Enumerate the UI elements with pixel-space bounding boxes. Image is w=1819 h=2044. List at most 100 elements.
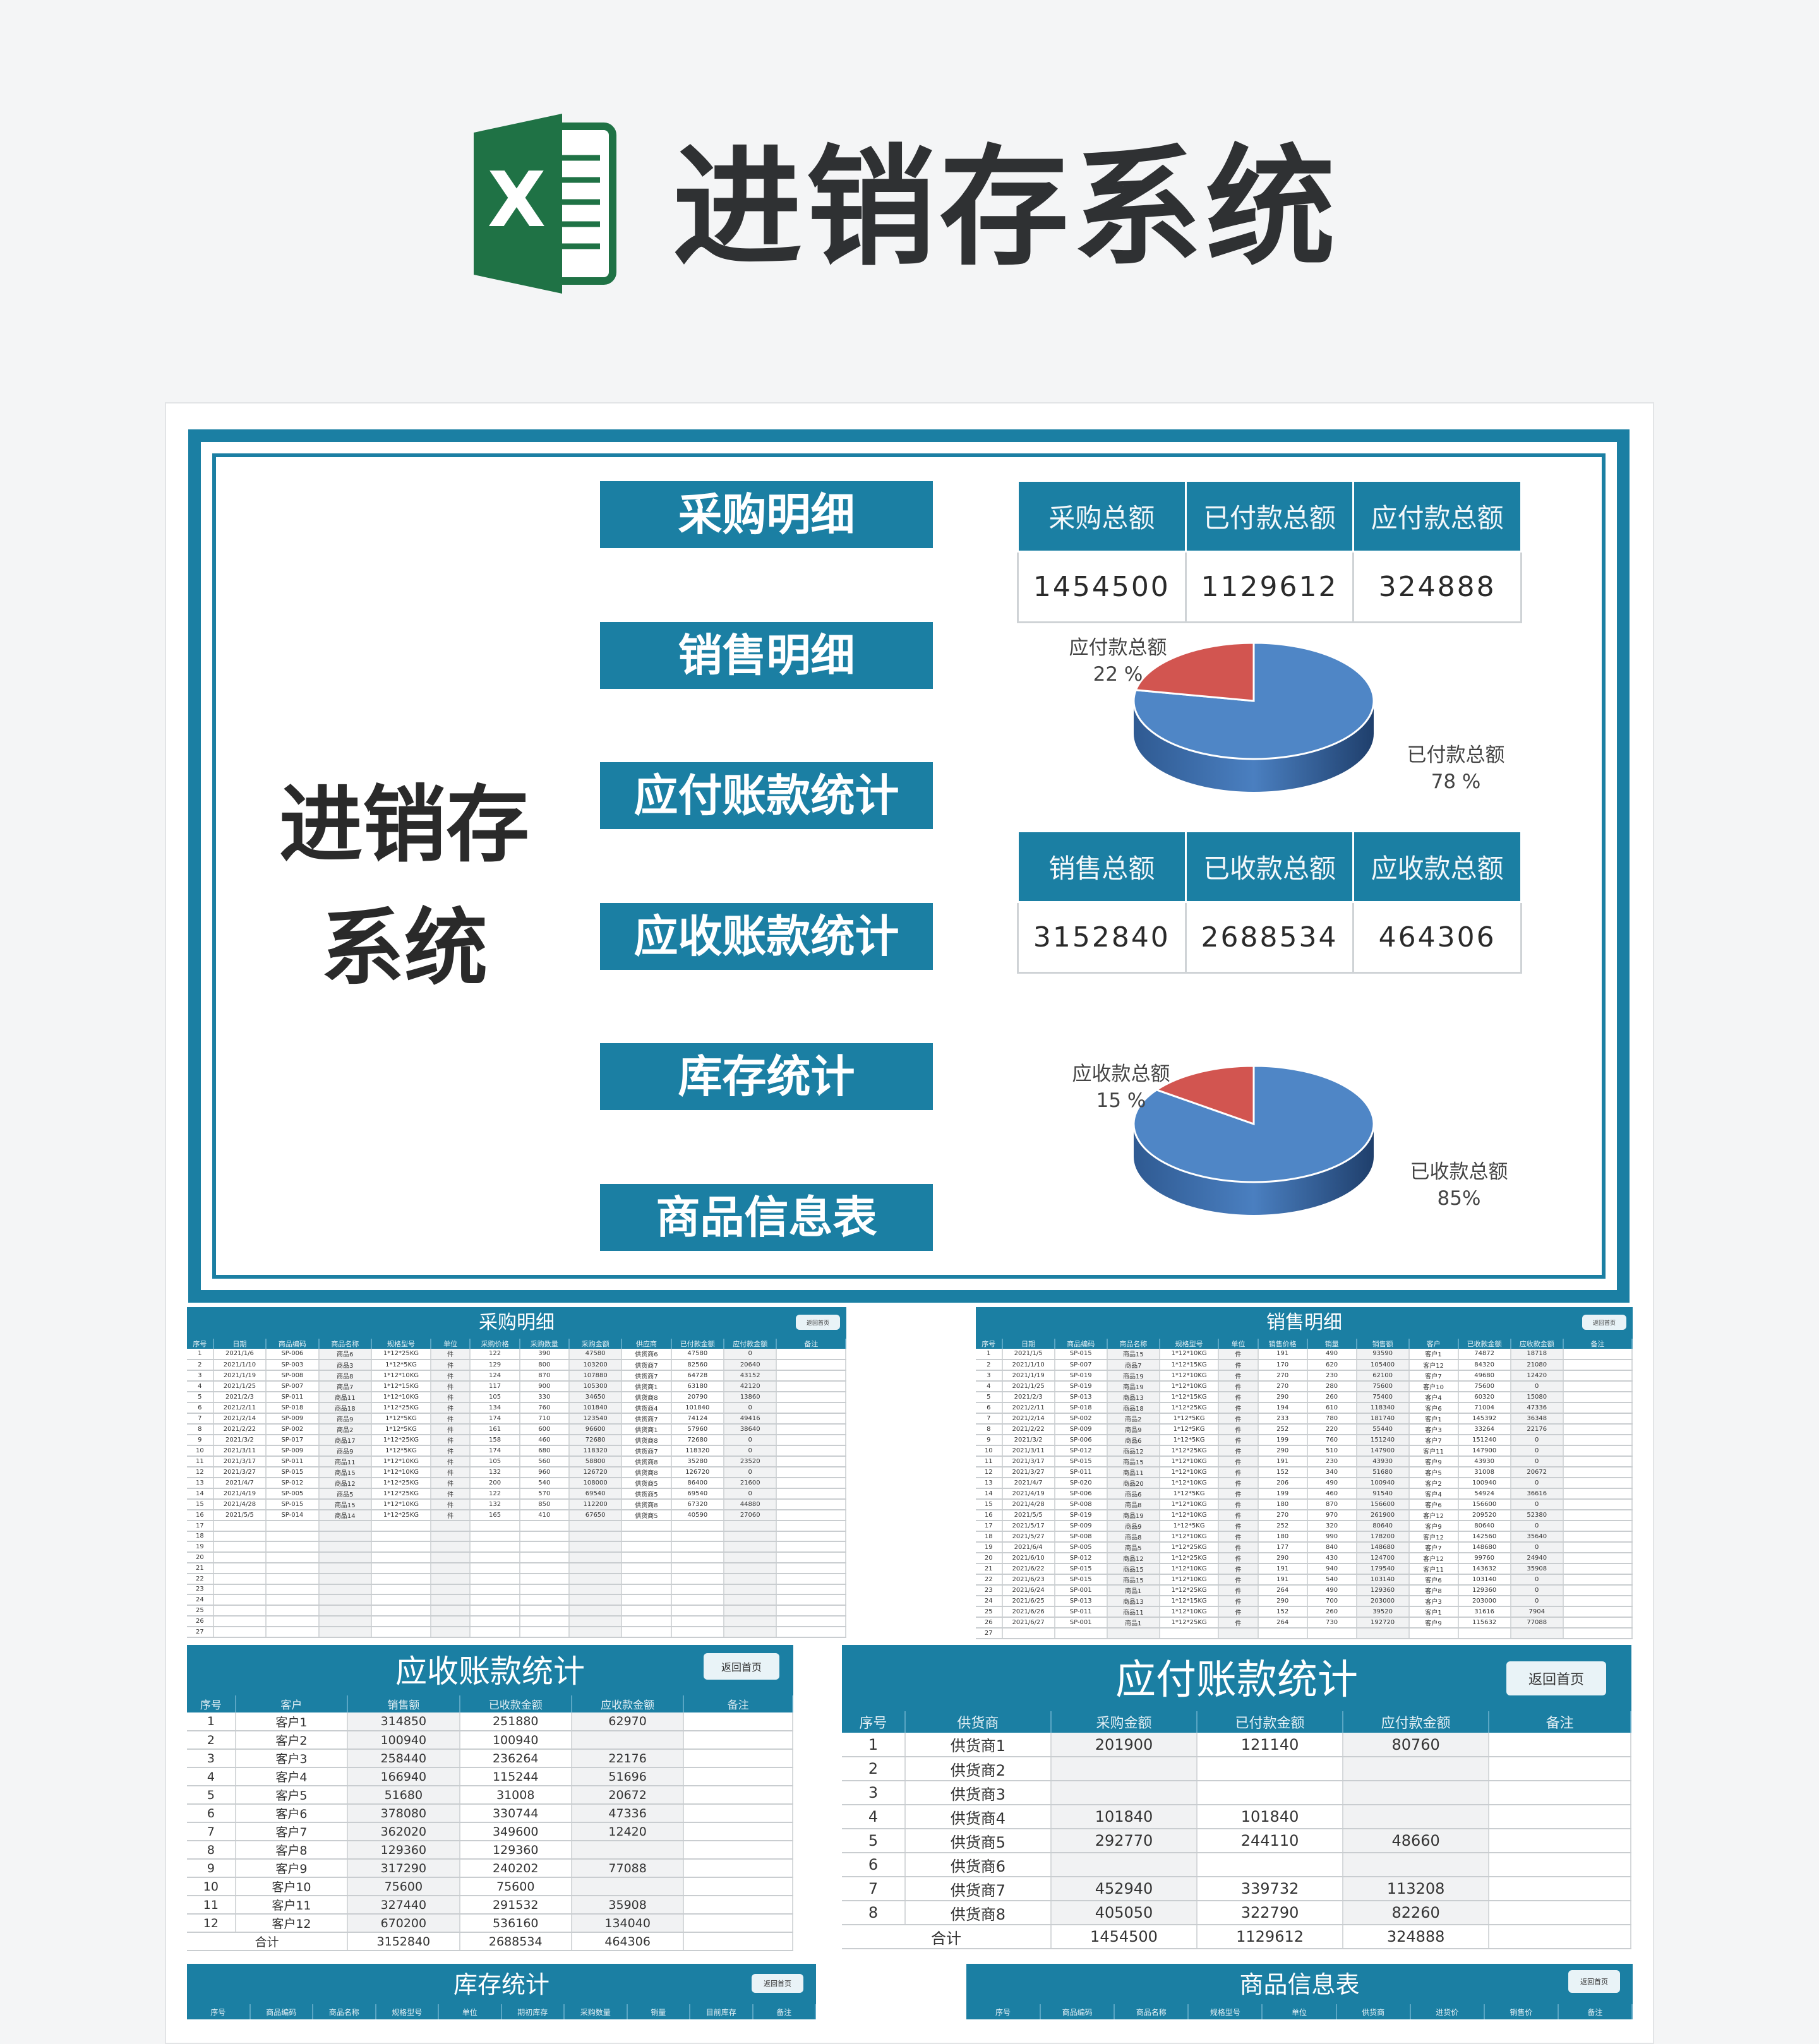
table-cell[interactable] bbox=[776, 1626, 846, 1638]
table-cell[interactable]: 2021/6/26 bbox=[1002, 1606, 1055, 1618]
table-cell[interactable] bbox=[776, 1562, 846, 1574]
table-cell[interactable]: 330 bbox=[519, 1391, 570, 1403]
table-cell[interactable] bbox=[671, 1520, 725, 1532]
table-cell[interactable]: 390 bbox=[519, 1349, 570, 1360]
table-cell[interactable]: 192720 bbox=[1356, 1617, 1410, 1629]
table-cell[interactable] bbox=[724, 1605, 777, 1617]
table-cell[interactable] bbox=[568, 1552, 623, 1563]
table-cell[interactable]: 商品19 bbox=[1107, 1380, 1160, 1392]
table-cell[interactable]: 2021/6/23 bbox=[1002, 1574, 1055, 1586]
table-cell[interactable] bbox=[571, 1877, 685, 1896]
table-cell[interactable]: 51680 bbox=[347, 1786, 460, 1805]
table-cell[interactable] bbox=[371, 1594, 431, 1606]
table-cell[interactable]: 2021/1/6 bbox=[213, 1349, 267, 1360]
table-cell[interactable] bbox=[318, 1605, 373, 1617]
table-cell[interactable]: 1*12*10KG bbox=[1159, 1477, 1220, 1489]
table-cell[interactable]: 0 bbox=[1510, 1477, 1564, 1489]
table-cell[interactable]: 960 bbox=[519, 1466, 570, 1478]
table-cell[interactable]: 商品9 bbox=[318, 1445, 373, 1457]
table-cell[interactable]: 7 bbox=[187, 1822, 236, 1841]
table-cell[interactable] bbox=[671, 1541, 725, 1553]
table-cell[interactable] bbox=[519, 1520, 570, 1532]
table-cell[interactable]: 206 bbox=[1258, 1477, 1308, 1489]
table-cell[interactable]: 供货商4 bbox=[621, 1402, 672, 1414]
nav-products-button[interactable]: 商品信息表 bbox=[600, 1184, 933, 1251]
table-cell[interactable]: 570 bbox=[519, 1488, 570, 1500]
table-cell[interactable] bbox=[683, 1804, 793, 1823]
table-cell[interactable]: 191 bbox=[1258, 1563, 1308, 1575]
table-cell[interactable]: 261900 bbox=[1356, 1509, 1410, 1521]
table-cell[interactable]: 760 bbox=[519, 1402, 570, 1414]
table-cell[interactable]: 132 bbox=[470, 1498, 520, 1510]
table-cell[interactable]: 134040 bbox=[571, 1914, 685, 1933]
table-cell[interactable] bbox=[621, 1520, 672, 1532]
table-cell[interactable]: 870 bbox=[519, 1370, 570, 1382]
table-cell[interactable]: 11 bbox=[187, 1896, 236, 1915]
table-cell[interactable]: 47336 bbox=[571, 1804, 685, 1823]
table-cell[interactable] bbox=[724, 1520, 777, 1532]
table-cell[interactable]: 1 bbox=[842, 1733, 906, 1757]
table-cell[interactable] bbox=[671, 1552, 725, 1563]
table-cell[interactable]: 1*12*5KG bbox=[1159, 1488, 1220, 1500]
table-cell[interactable]: 47336 bbox=[1510, 1402, 1564, 1414]
table-cell[interactable] bbox=[776, 1615, 846, 1627]
table-cell[interactable]: 2021/6/24 bbox=[1002, 1584, 1055, 1596]
table-cell[interactable] bbox=[318, 1584, 373, 1596]
table-cell[interactable] bbox=[371, 1552, 431, 1563]
table-cell[interactable]: 商品12 bbox=[1107, 1552, 1160, 1564]
table-cell[interactable]: 7 bbox=[976, 1413, 1003, 1425]
table-cell[interactable]: 件 bbox=[430, 1477, 471, 1489]
table-cell[interactable]: 280 bbox=[1307, 1380, 1357, 1392]
table-cell[interactable]: 15 bbox=[976, 1498, 1003, 1510]
table-cell[interactable]: 23520 bbox=[724, 1455, 777, 1467]
table-cell[interactable] bbox=[470, 1584, 520, 1596]
table-cell[interactable]: 115632 bbox=[1458, 1617, 1511, 1629]
table-cell[interactable]: 客户4 bbox=[1408, 1391, 1459, 1403]
table-cell[interactable] bbox=[1563, 1423, 1633, 1435]
table-cell[interactable] bbox=[1218, 1627, 1259, 1639]
table-cell[interactable]: 6 bbox=[842, 1853, 906, 1877]
table-cell[interactable]: 商品8 bbox=[1107, 1498, 1160, 1510]
table-cell[interactable] bbox=[776, 1434, 846, 1446]
table-cell[interactable] bbox=[621, 1594, 672, 1606]
table-cell[interactable]: 16 bbox=[187, 1509, 214, 1521]
table-cell[interactable]: 件 bbox=[430, 1455, 471, 1467]
table-cell[interactable] bbox=[318, 1626, 373, 1638]
table-cell[interactable]: SP-009 bbox=[266, 1413, 320, 1425]
table-cell[interactable]: 商品8 bbox=[318, 1370, 373, 1382]
table-cell[interactable]: 35280 bbox=[671, 1455, 725, 1467]
table-cell[interactable]: 7904 bbox=[1510, 1606, 1564, 1618]
table-cell[interactable] bbox=[776, 1509, 846, 1521]
table-cell[interactable]: SP-019 bbox=[1054, 1380, 1108, 1392]
table-cell[interactable] bbox=[519, 1562, 570, 1574]
table-cell[interactable]: SP-015 bbox=[1054, 1349, 1108, 1360]
table-cell[interactable]: 20640 bbox=[724, 1359, 777, 1371]
table-cell[interactable] bbox=[1307, 1627, 1357, 1639]
table-cell[interactable] bbox=[266, 1615, 320, 1627]
table-cell[interactable]: 2021/2/3 bbox=[213, 1391, 267, 1403]
table-cell[interactable] bbox=[1563, 1359, 1633, 1371]
table-cell[interactable]: 件 bbox=[1218, 1413, 1259, 1425]
table-cell[interactable]: 商品5 bbox=[1107, 1541, 1160, 1553]
table-cell[interactable]: 25 bbox=[976, 1606, 1003, 1618]
table-cell[interactable]: 100940 bbox=[1458, 1477, 1511, 1489]
table-cell[interactable]: 27 bbox=[976, 1627, 1003, 1639]
table-cell[interactable] bbox=[430, 1562, 471, 1574]
table-cell[interactable] bbox=[1563, 1627, 1633, 1639]
table-cell[interactable] bbox=[1563, 1509, 1633, 1521]
back-home-button[interactable]: 返回首页 bbox=[1506, 1661, 1606, 1695]
table-cell[interactable]: 1*12*15KG bbox=[1159, 1359, 1220, 1371]
table-cell[interactable]: 商品19 bbox=[1107, 1370, 1160, 1382]
table-cell[interactable]: 490 bbox=[1307, 1349, 1357, 1360]
table-cell[interactable]: 件 bbox=[430, 1370, 471, 1382]
table-cell[interactable]: SP-011 bbox=[266, 1391, 320, 1403]
table-cell[interactable]: 80640 bbox=[1458, 1520, 1511, 1532]
table-cell[interactable]: 3 bbox=[976, 1370, 1003, 1382]
table-cell[interactable]: 2021/4/7 bbox=[1002, 1477, 1055, 1489]
table-cell[interactable]: 客户2 bbox=[1408, 1477, 1459, 1489]
table-cell[interactable] bbox=[470, 1531, 520, 1543]
table-cell[interactable]: 72680 bbox=[568, 1434, 623, 1446]
table-cell[interactable]: 270 bbox=[1258, 1370, 1308, 1382]
table-cell[interactable]: 商品13 bbox=[1107, 1391, 1160, 1403]
table-cell[interactable] bbox=[621, 1562, 672, 1574]
